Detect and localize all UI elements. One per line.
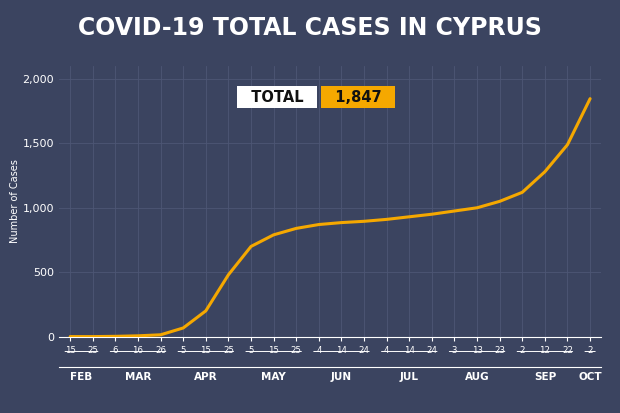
Text: 1,847: 1,847 — [325, 90, 392, 104]
Text: TOTAL: TOTAL — [241, 90, 314, 104]
Y-axis label: Number of Cases: Number of Cases — [10, 159, 20, 243]
Text: COVID-19 TOTAL CASES IN CYPRUS: COVID-19 TOTAL CASES IN CYPRUS — [78, 16, 542, 40]
